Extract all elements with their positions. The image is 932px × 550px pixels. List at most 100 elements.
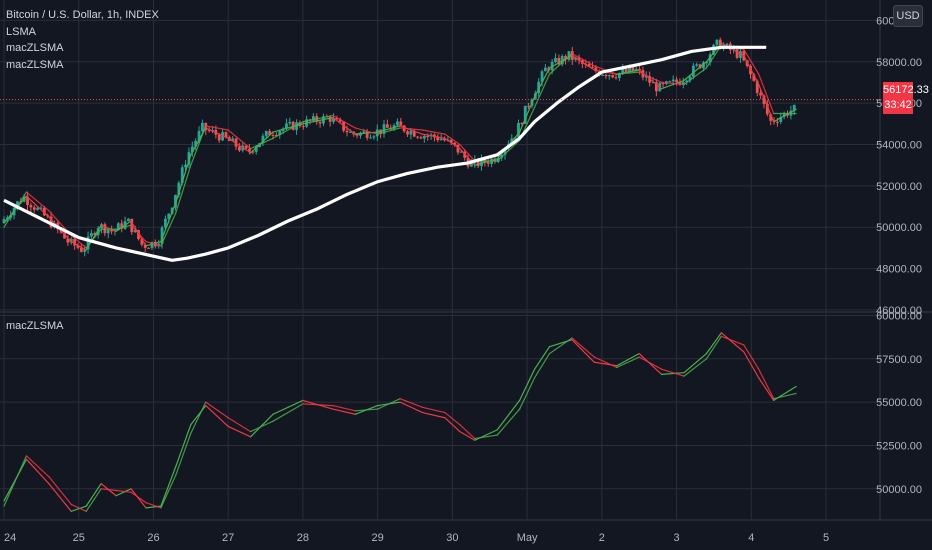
maczlsma-fast-line [85,224,102,251]
grid-lines [0,0,932,521]
candle-body [453,142,457,145]
candle-body [752,74,756,81]
candle-body [100,224,103,229]
candle-body [29,204,33,208]
oscillator-fast-line [720,332,745,353]
oscillator-tick-label: 57500.00 [876,354,922,366]
candle-body [523,105,527,124]
candle-body [695,64,699,66]
candle-body [197,131,201,141]
oscillator-slow-line [85,488,102,512]
candle-body [739,51,742,58]
legend-symbol-title[interactable]: Bitcoin / U.S. Dollar, 1h, INDEX [6,9,159,21]
maczlsma-fast-line [421,133,446,139]
indicator-pane-label[interactable]: macZLSMA [6,320,64,332]
legend-item-lsma[interactable]: LSMA [6,25,36,38]
candle-body [106,230,110,234]
candle-body [251,151,255,153]
maczlsma-fast-line [70,241,87,251]
candle-body [543,67,547,72]
maczlsma-fast-line [175,154,192,203]
maczlsma-fast-line [250,131,274,154]
oscillator-fast-line [70,505,87,512]
candle-body [769,114,773,121]
candle-body [194,140,198,147]
candle-body [372,136,376,138]
oscillator-slow-line [302,403,334,407]
candle-body [668,81,672,83]
maczlsma-slow-line [70,234,87,249]
candle-body [184,164,187,168]
maczlsma-slow-line [85,228,102,249]
time-tick-label: 25 [73,532,85,544]
candle-body [422,136,426,139]
candle-body [399,121,403,126]
candle-body [177,182,181,195]
candle-body [638,68,641,71]
candle-body [675,79,678,83]
candle-body [32,207,36,210]
candle-body [412,130,416,137]
oscillator-slow-line [25,455,50,478]
oscillator-slow-line [354,408,379,412]
oscillator-slow-line [160,474,177,509]
candle-body [540,71,544,82]
candle-body [120,223,124,229]
maczlsma-slow-line [533,73,551,108]
maczlsma-fast-line [571,54,595,71]
oscillator-slow-line [720,335,745,346]
oscillator-tick-label: 52500.00 [876,440,922,452]
candle-body [237,146,241,151]
legend-item-maczlsma-2[interactable]: macZLSMA [6,58,64,71]
oscillator-fast-line [332,408,356,415]
candle-body [661,83,665,85]
candle-body [375,129,379,137]
oscillator-slow-line [70,503,87,512]
candle-body [90,233,93,237]
oscillator-slow-line [399,398,424,408]
time-tick-label: 24 [4,532,16,544]
candle-body [271,134,275,136]
maczlsma-slow-line [302,114,334,123]
candle-body [288,121,292,124]
oscillator-fast-line [272,399,304,415]
oscillator-fast-line [496,399,521,431]
candle-body [79,247,83,252]
candle-body [187,152,191,165]
candle-body [628,66,631,72]
oscillator-fast-line [743,351,760,379]
oscillator-slow-line [100,488,117,492]
oscillator-tick-label: 55000.00 [876,397,922,409]
candle-body [291,121,295,130]
candle-body [26,196,29,205]
candle-body [759,92,763,96]
time-tick-label: 30 [446,532,458,544]
maczlsma-slow-line [496,139,521,162]
maczlsma-fast-line [205,127,229,139]
candle-body [174,194,177,208]
candle-body [456,144,460,153]
maczlsma-slow-line [190,125,207,166]
candle-body [671,79,675,82]
maczlsma-slow-line [250,137,274,150]
oscillator-slow-line [660,368,685,377]
candle-body [274,135,278,137]
candle-body [143,244,147,248]
candle-body [476,159,480,167]
maczlsma-fast-line [444,137,461,150]
candle-body [735,49,739,58]
candle-body [765,103,769,115]
candle-body [244,145,248,149]
oscillator-slow-line [332,405,356,412]
legend-item-maczlsma-1[interactable]: macZLSMA [6,42,64,54]
currency-badge[interactable]: USD [893,5,923,27]
candle-body [601,74,604,76]
candle-body [631,66,635,71]
maczlsma-fast-line [638,69,663,90]
chart-legend: Bitcoin / U.S. Dollar, 1h, INDEX LSMA ma… [6,7,159,73]
maczlsma-slow-line [638,71,663,84]
candle-body [147,247,150,249]
maczlsma-slow-line [421,129,446,135]
candle-body [335,118,339,120]
